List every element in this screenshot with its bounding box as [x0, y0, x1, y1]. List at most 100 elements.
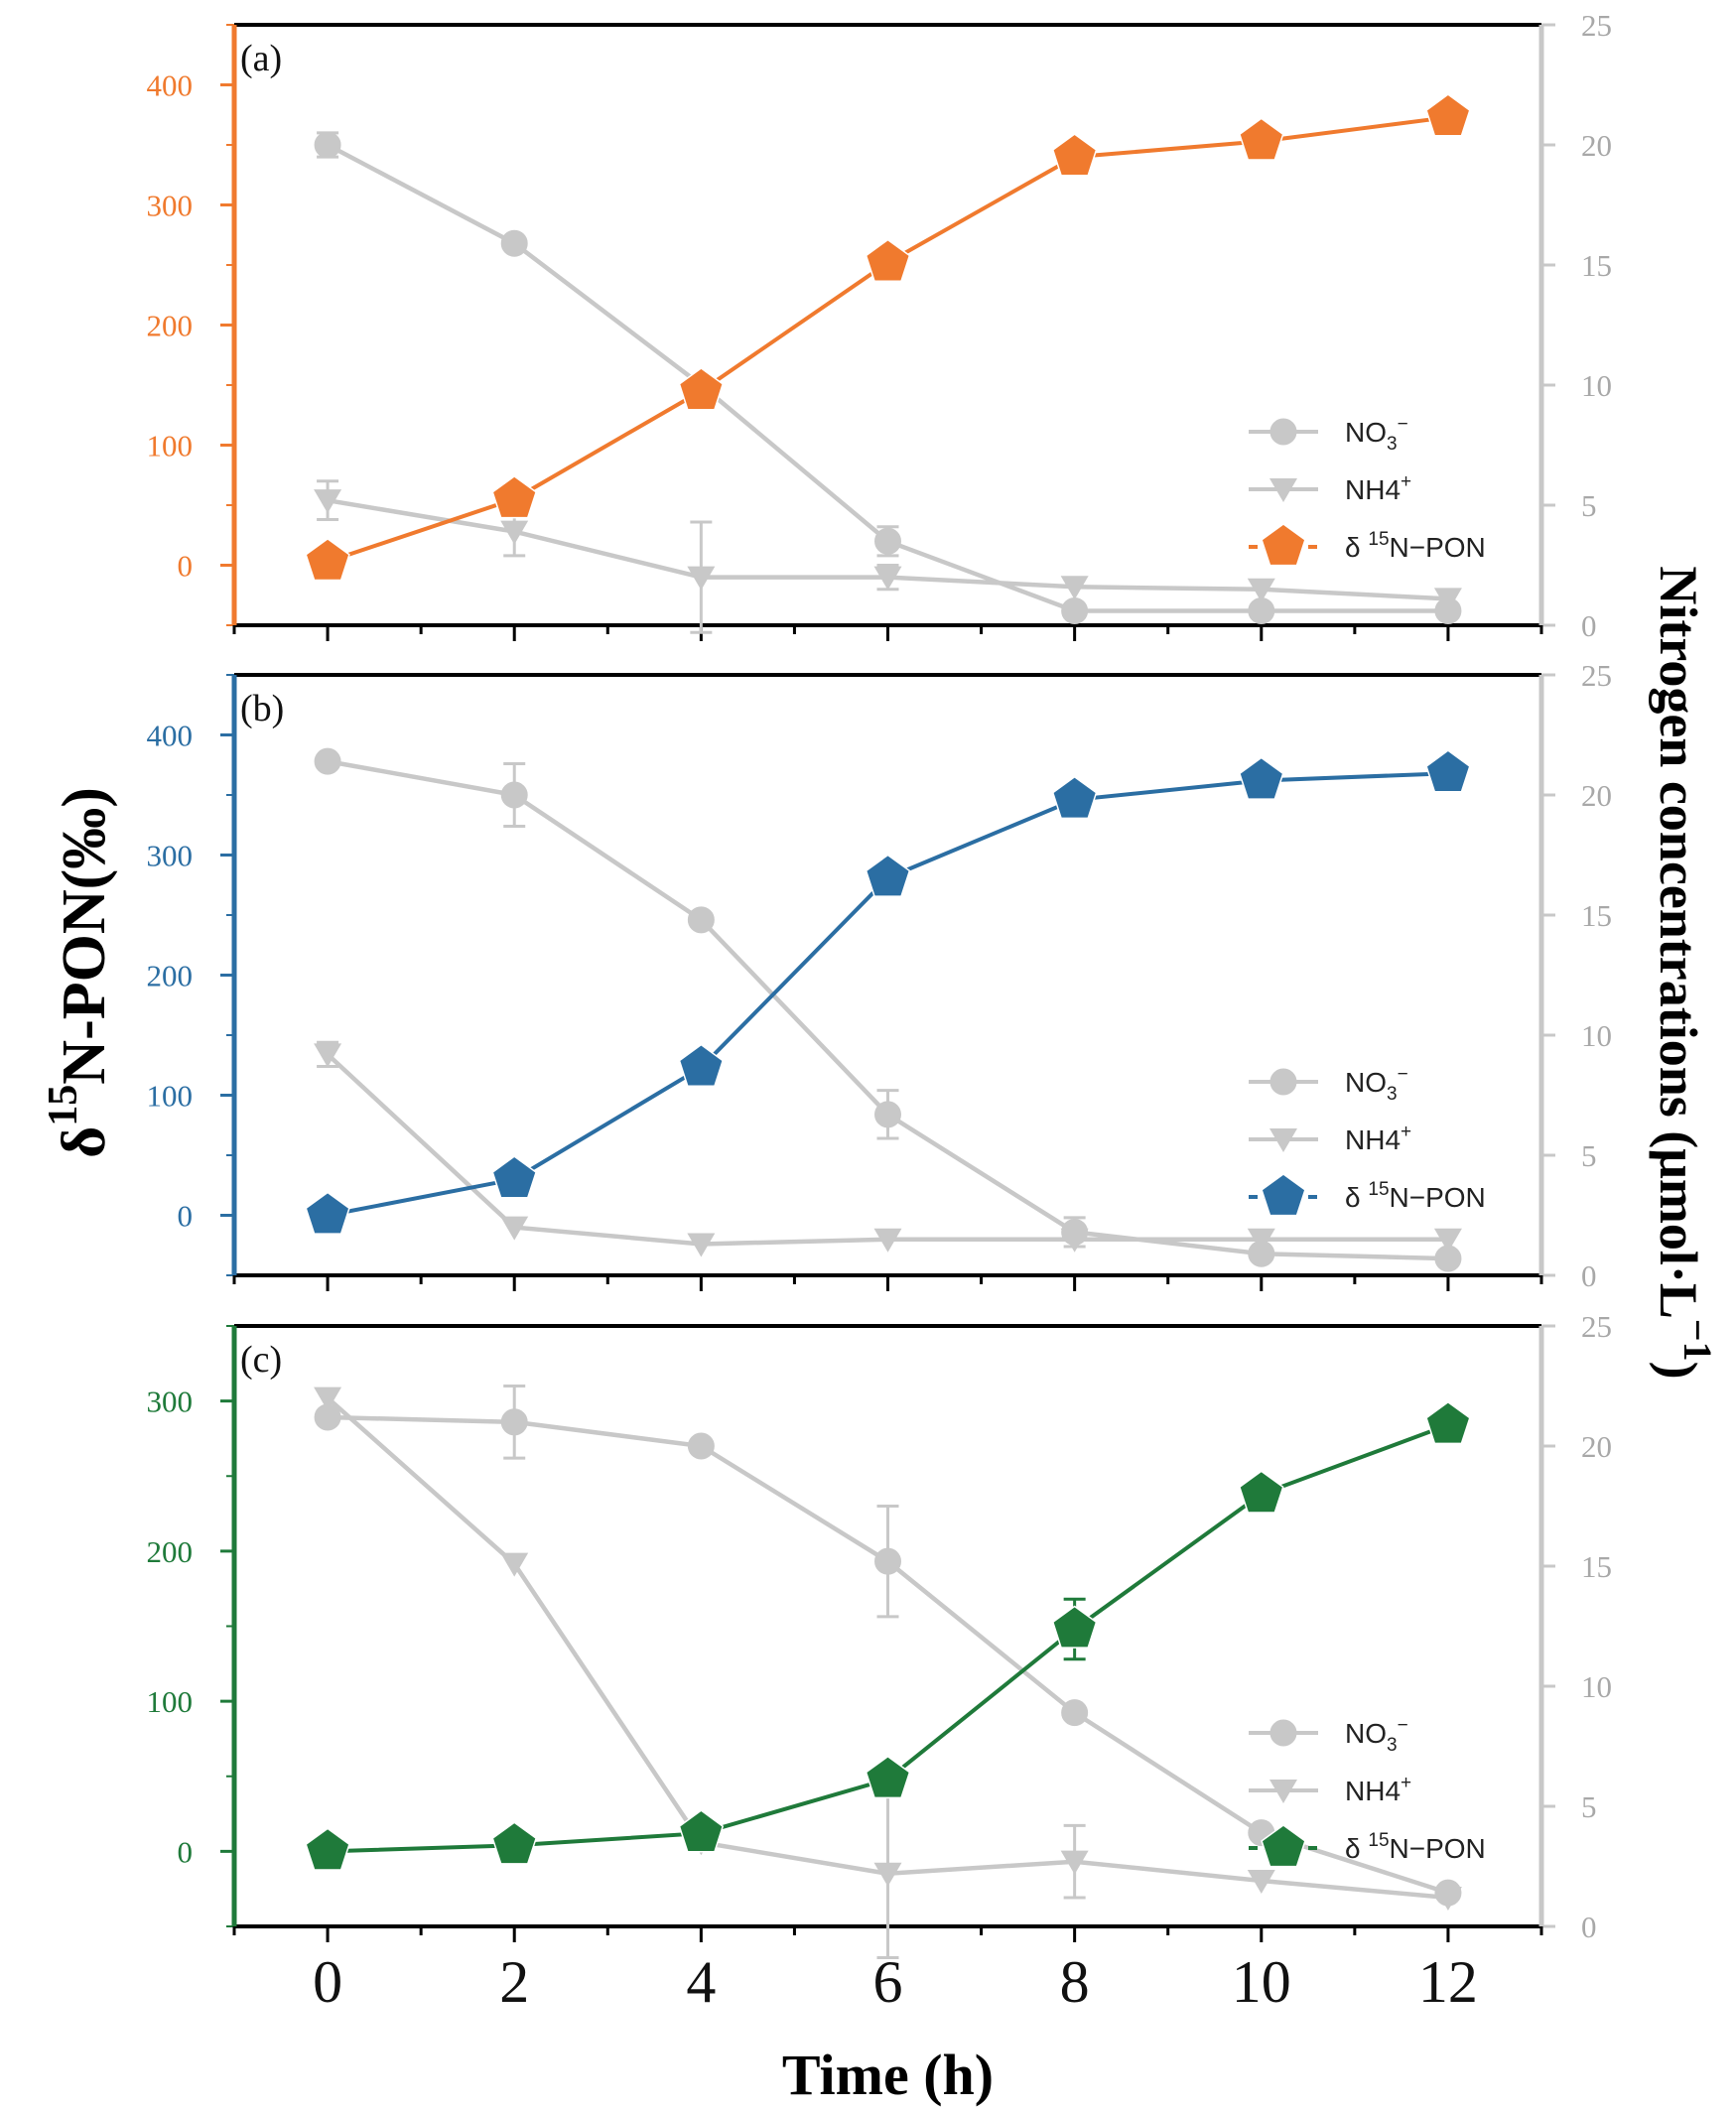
- right-axis-title: Nitrogen concentrations (μmol·L−1): [1649, 566, 1720, 1379]
- right-tick-label: 5: [1581, 488, 1597, 523]
- legend-marker: [1269, 478, 1297, 502]
- left-tick-label: 100: [147, 429, 194, 463]
- legend-marker: [1269, 1719, 1297, 1747]
- data-point: [1051, 1605, 1098, 1649]
- left-tick-label: 0: [178, 549, 194, 584]
- left-tick-label: 100: [147, 1684, 194, 1719]
- legend-post: N−PON: [1390, 532, 1486, 563]
- data-point: [1433, 1886, 1462, 1911]
- legend-label: NO3−: [1345, 1715, 1408, 1756]
- x-tick-label: 4: [686, 1949, 716, 2015]
- legend-sub: 3: [1387, 434, 1398, 455]
- left-tick-label: 200: [147, 1534, 194, 1569]
- data-point: [687, 566, 716, 591]
- right-tick-label: 15: [1581, 248, 1612, 283]
- legend-sub: 3: [1387, 1084, 1398, 1105]
- data-point: [500, 520, 529, 545]
- data-point: [874, 1101, 901, 1128]
- data-point: [873, 1228, 902, 1253]
- right-tick-label: 0: [1581, 608, 1597, 643]
- left-tick-label: 400: [147, 68, 194, 103]
- data-point: [678, 1809, 725, 1853]
- legend-sup: +: [1401, 1773, 1411, 1793]
- legend-label: δ 15N−PON: [1345, 1179, 1486, 1213]
- left-tick-label: 300: [147, 1385, 194, 1419]
- data-point: [1060, 1850, 1089, 1875]
- legend-sup: +: [1401, 471, 1411, 492]
- x-tick-label: 0: [313, 1949, 342, 2015]
- data-point: [305, 1827, 350, 1871]
- data-point: [500, 781, 528, 809]
- x-tick-label: 2: [499, 1949, 529, 2015]
- data-point: [1247, 578, 1275, 602]
- legend-post: N−PON: [1390, 1182, 1486, 1213]
- left-tick-label: 400: [147, 719, 194, 753]
- right-tick-label: 5: [1581, 1789, 1597, 1824]
- right-tick-label: 10: [1581, 1669, 1612, 1704]
- legend-marker: [1261, 1824, 1306, 1868]
- data-point: [1060, 1228, 1089, 1253]
- right-tick-label: 25: [1581, 658, 1612, 693]
- right-tick-label: 5: [1581, 1138, 1597, 1173]
- legend-post: N−PON: [1390, 1833, 1486, 1864]
- left-axis-title-rest: N-PON(‰): [51, 787, 118, 1085]
- right-axis-title-end: ): [1649, 1362, 1708, 1380]
- right-tick-label: 25: [1581, 1309, 1612, 1344]
- legend-label: NH4+: [1345, 1122, 1411, 1155]
- x-tick-label: 8: [1060, 1949, 1090, 2015]
- legend-sup: −: [1398, 1064, 1408, 1085]
- legend-base: NH4: [1345, 1776, 1401, 1806]
- data-point: [1061, 596, 1089, 624]
- data-point: [687, 1432, 715, 1460]
- series-pentagon: [305, 1400, 1471, 1871]
- left-tick-label: 100: [147, 1079, 194, 1114]
- legend-base: NO: [1345, 1718, 1387, 1749]
- data-point: [1051, 133, 1098, 177]
- legend-marker: [1269, 418, 1297, 446]
- data-point: [1060, 576, 1089, 600]
- right-tick-label: 20: [1581, 1429, 1612, 1464]
- data-point: [1239, 756, 1284, 800]
- data-point: [314, 489, 342, 514]
- data-point: [314, 1387, 342, 1411]
- legend-base: NO: [1345, 1067, 1387, 1098]
- legend-base: NH4: [1345, 1124, 1401, 1155]
- left-tick-label: 300: [147, 189, 194, 223]
- legend-label: δ 15N−PON: [1345, 1830, 1486, 1864]
- left-axis-title-sup: 15: [41, 1085, 86, 1126]
- legend-marker: [1269, 1128, 1297, 1152]
- right-tick-label: 0: [1581, 1258, 1597, 1293]
- series-line: [327, 771, 1448, 1218]
- right-tick-label: 20: [1581, 778, 1612, 813]
- right-axis-title-main: Nitrogen concentrations (μmol·L: [1649, 566, 1708, 1319]
- legend-sup: 15: [1368, 529, 1389, 550]
- legend-sup: +: [1401, 1122, 1411, 1142]
- data-point: [1247, 1228, 1275, 1253]
- legend-label: NH4+: [1345, 1773, 1411, 1806]
- legend: NO3− NH4+ δ 15N−PON: [1249, 1064, 1486, 1217]
- series-triangle: [314, 479, 1462, 634]
- legend-marker: [1261, 523, 1306, 567]
- series-triangle: [314, 1040, 1462, 1257]
- data-point: [491, 1821, 537, 1865]
- left-tick-label: 0: [178, 1834, 194, 1869]
- series-pentagon: [305, 749, 1471, 1235]
- panel-label: (b): [240, 688, 284, 729]
- data-point: [874, 1547, 901, 1575]
- legend-label: NH4+: [1345, 471, 1411, 505]
- data-point: [865, 1755, 911, 1799]
- data-point: [500, 1552, 529, 1577]
- data-point: [1425, 1400, 1471, 1445]
- data-point: [491, 474, 537, 519]
- panel-label: (a): [240, 38, 282, 79]
- legend-sup: 15: [1368, 1179, 1389, 1200]
- legend-marker: [1269, 1780, 1297, 1803]
- right-tick-label: 10: [1581, 368, 1612, 403]
- data-point: [314, 747, 341, 775]
- legend-base: δ: [1345, 1833, 1368, 1864]
- data-point: [500, 1408, 528, 1436]
